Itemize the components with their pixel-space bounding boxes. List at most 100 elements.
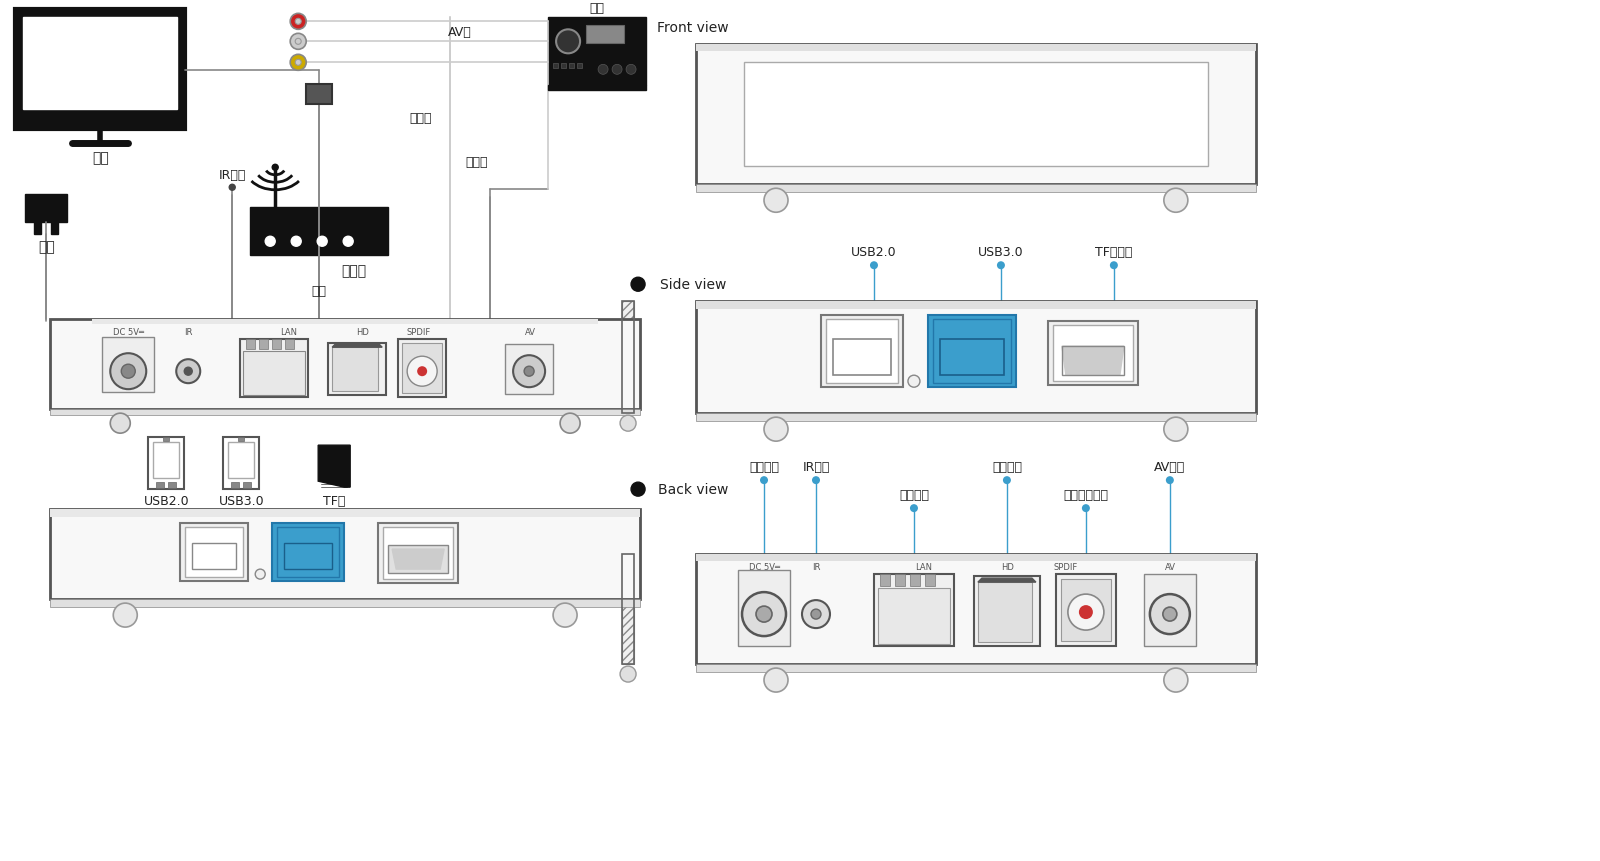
Circle shape (184, 368, 192, 375)
Bar (1056, 574, 1115, 647)
Bar (570, 65, 574, 69)
Text: LAN: LAN (280, 327, 296, 337)
Circle shape (760, 477, 768, 485)
Polygon shape (333, 344, 382, 348)
Text: SPDIF: SPDIF (1054, 562, 1078, 571)
Text: 音頻光纖接口: 音頻光纖接口 (1064, 488, 1109, 501)
Bar (696, 554, 1256, 561)
Bar (696, 554, 1256, 665)
Bar (306, 85, 333, 105)
Bar (272, 523, 344, 581)
Bar (894, 574, 906, 586)
Circle shape (1078, 605, 1093, 619)
Polygon shape (318, 446, 350, 487)
Bar (622, 554, 634, 665)
Bar (168, 482, 176, 488)
Bar (696, 46, 1256, 185)
Bar (154, 443, 179, 479)
Bar (978, 582, 1032, 642)
Text: USB3.0: USB3.0 (219, 494, 264, 507)
Bar (974, 577, 1040, 647)
Circle shape (229, 185, 235, 191)
Bar (562, 65, 566, 69)
Bar (622, 302, 634, 413)
Circle shape (294, 19, 301, 25)
Bar (1062, 347, 1123, 375)
Circle shape (630, 22, 645, 35)
Text: IR: IR (811, 562, 821, 571)
Text: 高清線: 高清線 (410, 112, 432, 125)
Text: USB2.0: USB2.0 (851, 245, 896, 258)
Text: AV線: AV線 (448, 26, 472, 39)
Bar (880, 574, 890, 586)
Circle shape (342, 237, 354, 247)
Bar (285, 543, 333, 569)
Text: TF卡接口: TF卡接口 (1094, 245, 1133, 258)
Text: USB3.0: USB3.0 (978, 245, 1024, 258)
Bar (744, 63, 1208, 167)
Text: 網絡接口: 網絡接口 (899, 488, 930, 501)
Text: AV: AV (525, 327, 536, 337)
Bar (928, 316, 1016, 387)
Bar (696, 302, 1256, 310)
Bar (186, 528, 243, 578)
Bar (382, 528, 453, 579)
Bar (549, 86, 646, 91)
Text: IR擴展: IR擴展 (219, 169, 246, 182)
Circle shape (525, 367, 534, 377)
Bar (50, 410, 640, 416)
Circle shape (256, 569, 266, 579)
Bar (696, 413, 1256, 422)
Bar (925, 574, 934, 586)
Circle shape (176, 360, 200, 384)
Text: 路由器: 路由器 (342, 264, 366, 278)
Bar (821, 316, 902, 387)
Circle shape (811, 477, 819, 485)
Text: USB: USB (851, 327, 872, 337)
Bar (50, 510, 640, 599)
Circle shape (1163, 418, 1187, 442)
Bar (874, 574, 954, 647)
Bar (224, 437, 259, 490)
Circle shape (907, 375, 920, 387)
Bar (834, 340, 891, 375)
Bar (238, 437, 245, 442)
Bar (586, 27, 624, 44)
Bar (51, 223, 58, 235)
Bar (910, 574, 920, 586)
Text: 電源接口: 電源接口 (749, 460, 779, 473)
Bar (696, 46, 744, 185)
Bar (1053, 325, 1133, 381)
Bar (328, 344, 386, 396)
Text: HD: HD (355, 327, 368, 337)
Polygon shape (978, 579, 1035, 582)
Circle shape (613, 65, 622, 75)
Circle shape (272, 165, 278, 171)
Bar (389, 546, 448, 573)
Bar (378, 523, 458, 584)
Circle shape (317, 237, 326, 247)
Text: HD: HD (1002, 562, 1014, 571)
Bar (878, 588, 950, 644)
Bar (1061, 579, 1110, 641)
Bar (1214, 554, 1256, 665)
Bar (181, 523, 248, 581)
Text: Front view: Front view (658, 22, 730, 35)
Circle shape (1067, 594, 1104, 630)
Bar (24, 18, 178, 110)
Circle shape (1150, 594, 1190, 635)
Bar (598, 319, 640, 410)
Bar (1208, 46, 1256, 185)
Bar (50, 510, 101, 599)
Bar (738, 571, 790, 647)
Circle shape (1163, 668, 1187, 692)
Text: IR紅外線接收: IR紅外線接收 (942, 108, 1010, 127)
Bar (590, 510, 640, 599)
Circle shape (110, 413, 130, 434)
Circle shape (811, 610, 821, 619)
Text: LAN: LAN (915, 562, 933, 571)
Circle shape (266, 237, 275, 247)
Bar (1206, 302, 1256, 413)
Bar (554, 65, 558, 69)
Bar (34, 223, 42, 235)
